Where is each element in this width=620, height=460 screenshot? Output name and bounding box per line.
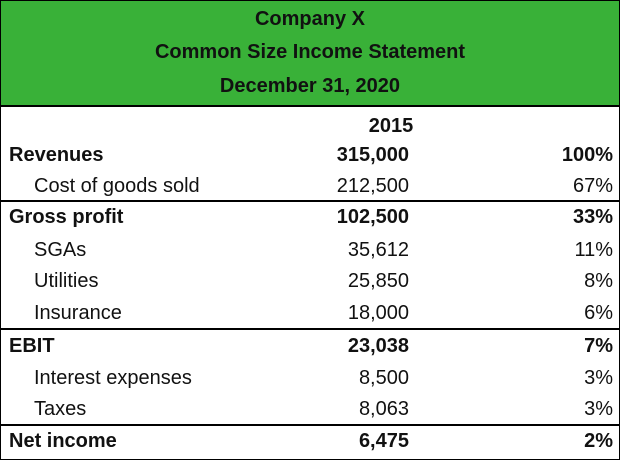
year-column-header: 2015 (368, 115, 414, 137)
row-amount: 18,000 (347, 302, 409, 324)
table-row-sgas: SGAs 35,612 11% (1, 234, 619, 266)
row-amount: 102,500 (336, 206, 409, 228)
table-row-utilities: Utilities 25,850 8% (1, 265, 619, 297)
row-percent: 100% (561, 144, 613, 166)
row-amount: 35,612 (347, 239, 409, 261)
row-label: SGAs (34, 239, 87, 261)
table-row-taxes: Taxes 8,063 3% (1, 393, 619, 425)
row-label: Gross profit (9, 206, 124, 228)
row-amount: 8,500 (358, 367, 409, 389)
row-label: Cost of goods sold (34, 175, 200, 197)
row-amount: 315,000 (336, 144, 409, 166)
row-amount: 23,038 (347, 335, 409, 357)
row-label: Taxes (34, 398, 87, 420)
table-row-ebit: EBIT 23,038 7% (1, 330, 619, 362)
table-row-net-income: Net income 6,475 2% (1, 425, 619, 457)
row-amount: 8,063 (358, 398, 409, 420)
row-percent: 67% (572, 175, 613, 197)
row-percent: 3% (584, 398, 613, 420)
table-row-insurance: Insurance 18,000 6% (1, 297, 619, 329)
row-amount: 25,850 (347, 270, 409, 292)
table-row-interest-expenses: Interest expenses 8,500 3% (1, 362, 619, 394)
row-percent: 7% (584, 335, 613, 357)
row-label: Revenues (9, 144, 104, 166)
row-label: Net income (9, 430, 117, 452)
row-percent: 6% (584, 302, 613, 324)
divider-rule (1, 424, 619, 426)
statement-date: December 31, 2020 (219, 75, 401, 97)
row-amount: 6,475 (358, 430, 409, 452)
statement-header: Company X Common Size Income Statement D… (1, 1, 619, 107)
row-label: EBIT (9, 335, 55, 357)
table-row-cost-of-goods-sold: Cost of goods sold 212,500 67% (1, 170, 619, 202)
company-name: Company X (254, 8, 366, 30)
row-amount: 212,500 (336, 175, 409, 197)
table-row-gross-profit: Gross profit 102,500 33% (1, 201, 619, 233)
row-label: Utilities (34, 270, 99, 292)
row-percent: 33% (572, 206, 613, 228)
divider-rule (1, 328, 619, 330)
row-label: Interest expenses (34, 367, 192, 389)
row-percent: 3% (584, 367, 613, 389)
row-percent: 11% (574, 239, 613, 261)
divider-rule (1, 200, 619, 202)
row-percent: 2% (584, 430, 613, 452)
statement-title: Common Size Income Statement (154, 41, 466, 63)
row-label: Insurance (34, 302, 122, 324)
table-row-revenues: Revenues 315,000 100% (1, 139, 619, 171)
row-percent: 8% (584, 270, 613, 292)
